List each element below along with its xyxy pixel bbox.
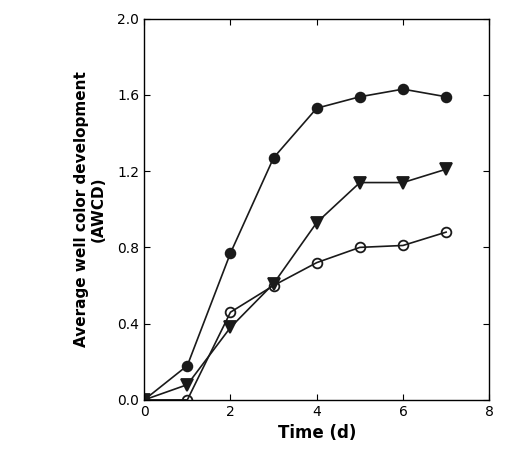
Y-axis label: Average well color development
(AWCD): Average well color development (AWCD) bbox=[74, 71, 106, 347]
X-axis label: Time (d): Time (d) bbox=[278, 425, 356, 442]
